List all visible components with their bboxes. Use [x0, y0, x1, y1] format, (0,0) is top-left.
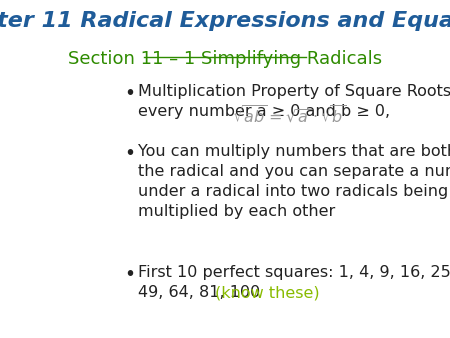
Text: every number a ≥ 0 and b ≥ 0,: every number a ≥ 0 and b ≥ 0,: [138, 104, 400, 119]
Text: Multiplication Property of Square Roots: For: Multiplication Property of Square Roots:…: [138, 83, 450, 98]
Text: $\sqrt{ab} = \sqrt{a}\cdot\sqrt{b}$: $\sqrt{ab} = \sqrt{a}\cdot\sqrt{b}$: [233, 104, 346, 125]
Text: You can multiply numbers that are both under
the radical and you can separate a : You can multiply numbers that are both u…: [138, 144, 450, 219]
Text: Chapter 11 Radical Expressions and Equations: Chapter 11 Radical Expressions and Equat…: [0, 11, 450, 31]
Text: •: •: [125, 265, 136, 284]
Text: •: •: [125, 83, 136, 102]
Text: Section 11 – 1 Simplifying Radicals: Section 11 – 1 Simplifying Radicals: [68, 50, 382, 68]
Text: First 10 perfect squares: 1, 4, 9, 16, 25, 36,
49, 64, 81, 100: First 10 perfect squares: 1, 4, 9, 16, 2…: [138, 265, 450, 299]
Text: •: •: [125, 144, 136, 163]
Text: (know these): (know these): [216, 286, 320, 301]
